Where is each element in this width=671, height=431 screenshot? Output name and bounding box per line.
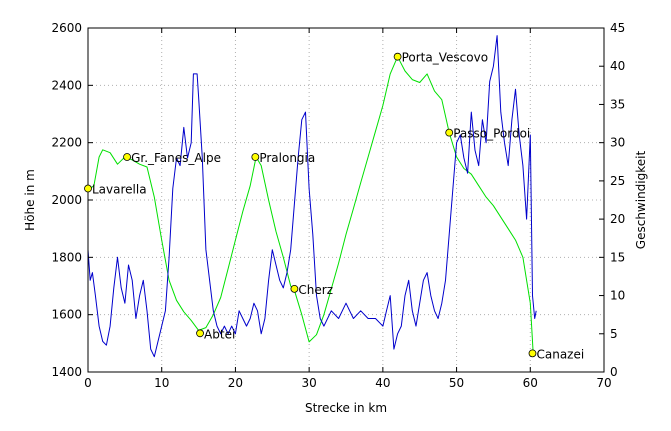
- y-right-tick-label: 0: [610, 365, 618, 379]
- waypoint-label: Cherz: [298, 283, 333, 297]
- waypoint-passo-pordoi: Passo_Pordoi: [445, 127, 530, 141]
- x-tick-label: 70: [596, 376, 611, 390]
- waypoint-porta-vescovo: Porta_Vescovo: [393, 51, 488, 65]
- x-axis-label: Strecke in km: [305, 401, 387, 415]
- x-tick-label: 40: [375, 376, 390, 390]
- x-tick-label: 0: [84, 376, 92, 390]
- waypoint-marker: [251, 153, 260, 161]
- y-left-tick-label: 1800: [51, 250, 82, 264]
- y-right-tick-label: 35: [610, 97, 625, 111]
- waypoint-label: Porta_Vescovo: [402, 51, 488, 65]
- waypoint-marker: [123, 153, 131, 161]
- waypoint-marker: [528, 349, 537, 358]
- y-left-tick-label: 2400: [51, 78, 82, 92]
- y-axis-label-left: Höhe in m: [23, 169, 37, 231]
- y-left-tick-label: 1600: [51, 308, 82, 322]
- y-right-tick-label: 10: [610, 289, 625, 303]
- waypoint-marker: [196, 329, 204, 338]
- series-lines: [87, 35, 537, 358]
- y-axis-label-right: Geschwindigkeit: [634, 151, 648, 250]
- speed-line: [87, 35, 537, 358]
- waypoint-label: Canazei: [536, 347, 584, 361]
- y-left-tick-label: 2600: [51, 21, 82, 35]
- y-left-tick-label: 2000: [51, 193, 82, 207]
- waypoint-marker: [393, 52, 402, 61]
- waypoint-abtei: Abtei: [196, 327, 235, 341]
- waypoint-marker: [290, 284, 299, 293]
- waypoint-label: Pralongia: [259, 151, 315, 165]
- waypoint-label: Abtei: [204, 327, 235, 341]
- waypoint-label: Passo_Pordoi: [453, 127, 530, 141]
- y-right-tick-label: 30: [610, 136, 625, 150]
- y-left-tick-label: 2200: [51, 136, 82, 150]
- elevation-line: [87, 56, 534, 354]
- y-right-tick-label: 15: [610, 250, 625, 264]
- x-tick-label: 60: [523, 376, 538, 390]
- waypoint-label: Gr._Fanes_Alpe: [131, 151, 221, 165]
- waypoint-marker: [84, 184, 92, 193]
- x-tick-label: 10: [154, 376, 169, 390]
- x-tick-label: 50: [449, 376, 464, 390]
- plot-frame: [87, 27, 605, 373]
- x-tick-label: 20: [228, 376, 243, 390]
- y-right-tick-label: 20: [610, 212, 625, 226]
- waypoint-canazei: Canazei: [528, 347, 584, 361]
- grid-lines: [88, 28, 604, 372]
- waypoint-label: Lavarella: [92, 183, 147, 197]
- y-right-tick-label: 40: [610, 59, 625, 73]
- waypoint-pralongia: Pralongia: [251, 151, 315, 165]
- y-right-tick-label: 5: [610, 327, 618, 341]
- y-right-tick-label: 25: [610, 174, 625, 188]
- axis-ticks: 0 10 20 30 40 50 60 701400160018002000220024002…: [51, 21, 625, 390]
- waypoints: Lavarella Gr._Fanes_Alpe Abtei Pralongia Che…: [84, 51, 584, 361]
- x-tick-label: 30: [302, 376, 317, 390]
- plot-border: [87, 27, 605, 373]
- y-right-tick-label: 45: [610, 21, 625, 35]
- waypoint-marker: [445, 128, 454, 137]
- waypoint-lavarella: Lavarella: [84, 183, 147, 197]
- waypoint-cherz: Cherz: [290, 283, 333, 297]
- y-left-tick-label: 1400: [51, 365, 82, 379]
- waypoint-gr-fanes-alpe: Gr._Fanes_Alpe: [123, 151, 221, 165]
